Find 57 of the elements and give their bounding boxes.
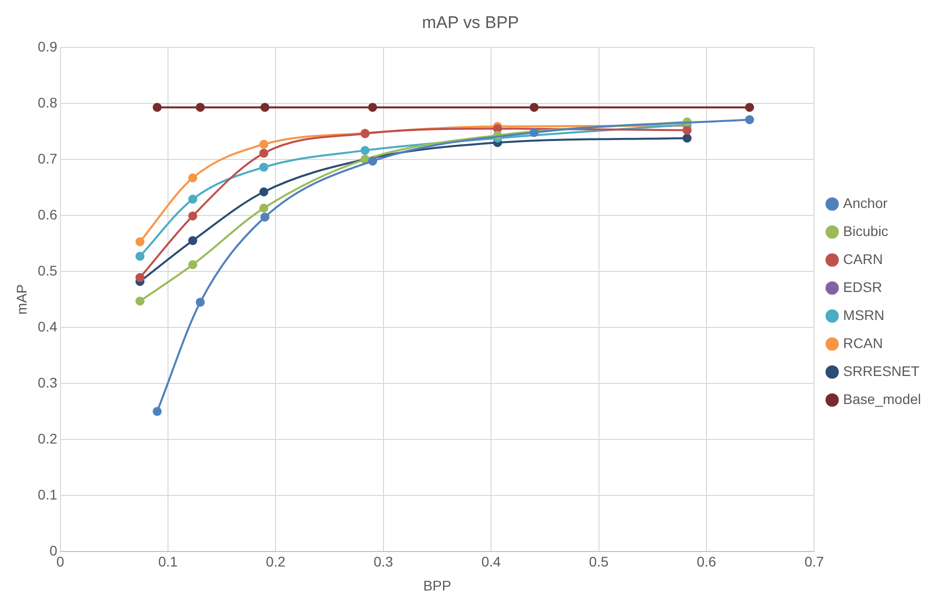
y-tick-label: 0.3 [38,374,58,390]
point [260,102,270,112]
point [259,187,268,196]
point [188,236,198,246]
x-tick-label: 0.7 [804,554,824,570]
point [682,134,692,143]
y-tick-label: 0.2 [38,430,58,446]
point [135,252,144,261]
y-axis-title: mAP [13,284,30,315]
x-tick-label: 0.3 [374,554,394,570]
point [196,298,205,307]
y-tick-label: 0.8 [38,94,58,110]
y-tick-label: 0.9 [38,38,58,54]
point [360,146,370,155]
point [152,102,162,112]
point [188,194,198,204]
y-tick-label: 0.5 [38,262,58,278]
point [259,140,268,149]
y-tick-label: 0.7 [38,150,58,166]
legend-label: CARN [843,250,883,267]
point [135,273,144,282]
point [196,102,205,112]
point [188,173,198,182]
point [530,102,539,112]
point [188,260,198,270]
legend-label: SRRESNET [843,362,920,379]
x-axis-title: BPP [423,577,452,594]
point [259,204,268,213]
legend-label: EDSR [843,278,882,295]
point [259,148,268,158]
y-tick-label: 0.1 [38,486,58,502]
legend-label: Bicubic [843,222,888,239]
point [368,102,378,112]
point [745,115,754,124]
x-tick-label: 0.1 [158,554,178,570]
point [135,237,144,246]
y-tick-label: 0.4 [38,318,58,334]
point [152,406,162,416]
point [188,211,198,220]
x-tick-label: 0.6 [696,554,716,570]
x-tick-label: 0.4 [481,554,502,570]
point [368,156,378,166]
legend-label: Anchor [843,194,888,211]
legend-label: MSRN [843,306,884,323]
x-tick-label: 0.5 [589,554,609,570]
point [259,162,268,172]
y-tick-label: 0.6 [38,206,58,222]
point [530,128,539,138]
point [745,102,754,112]
point [135,296,144,306]
x-tick-label: 0.2 [266,554,286,570]
point [260,212,270,222]
point [682,126,692,135]
chart-title: mAP vs BPP [422,12,519,32]
legend-label: Base_model [843,390,921,407]
y-tick-label: 0 [49,542,58,558]
legend-label: RCAN [843,334,883,351]
